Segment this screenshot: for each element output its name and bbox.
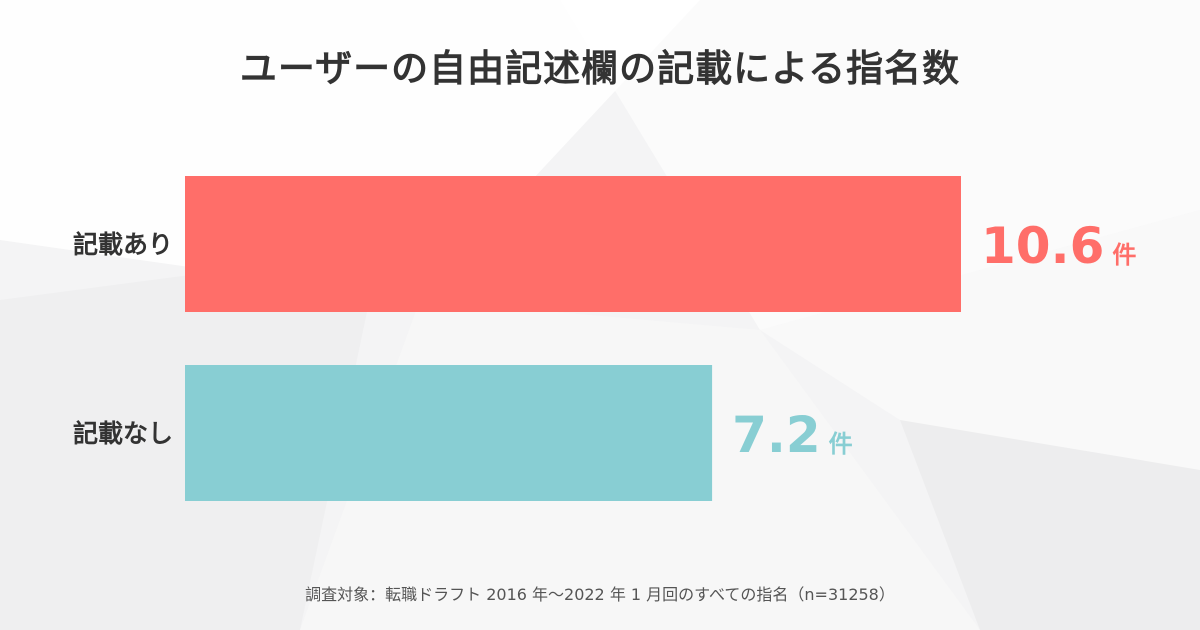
category-label-1: 記載あり — [73, 230, 173, 259]
value-label-1: 10.6 件 — [981, 217, 1136, 275]
value-label-2: 7.2 件 — [732, 406, 853, 464]
category-label-2: 記載なし — [73, 419, 173, 448]
bar-1 — [185, 176, 961, 312]
survey-note: 調査対象：転職ドラフト 2016 年〜2022 年 1 月回のすべての指名（n=… — [305, 585, 895, 604]
bar-2 — [185, 365, 713, 501]
chart-title: ユーザーの自由記述欄の記載による指名数 — [239, 47, 961, 90]
